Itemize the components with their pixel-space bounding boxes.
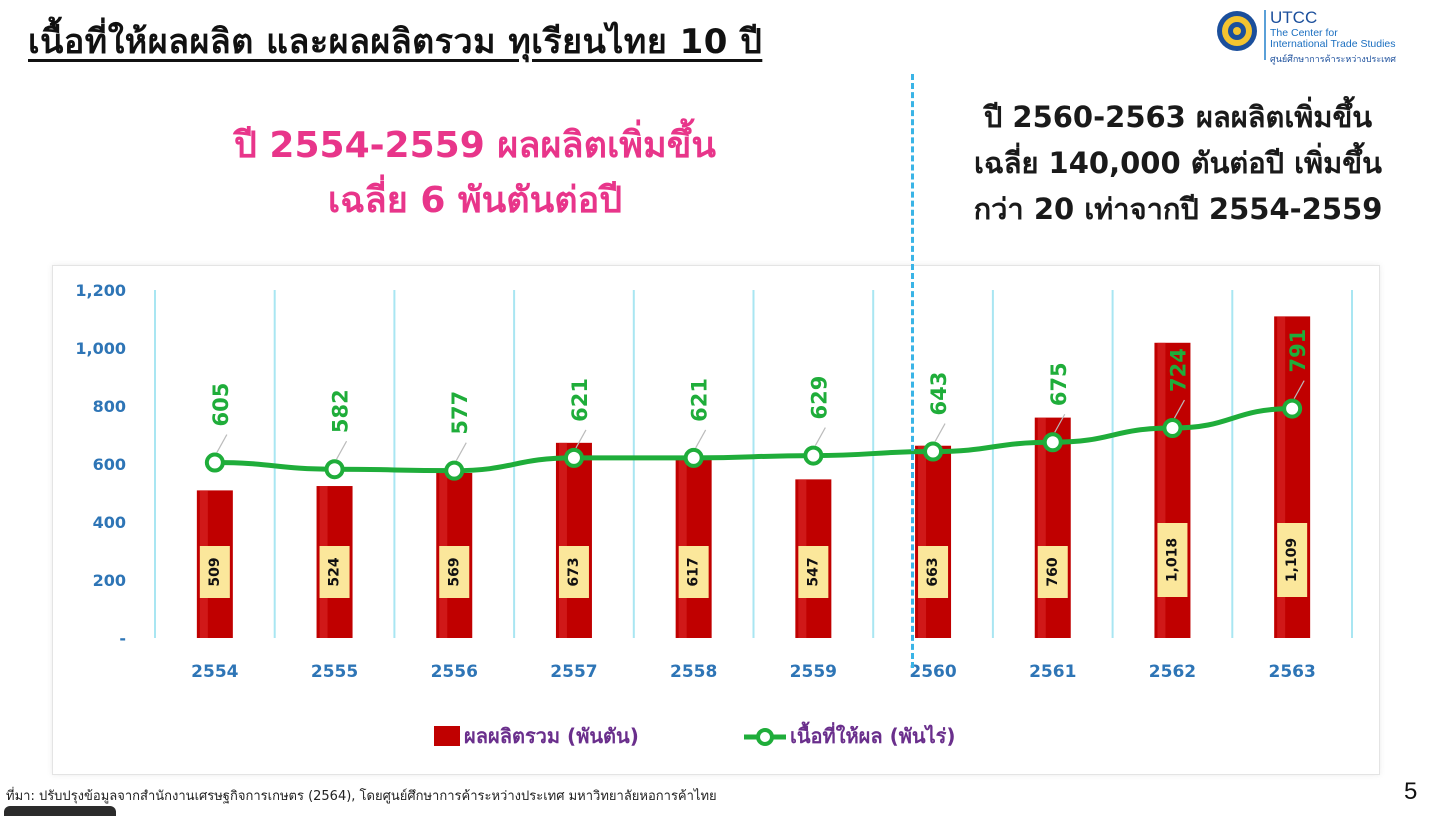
- bar-label-box: [1277, 523, 1308, 597]
- bar-value-label: 617: [686, 557, 702, 586]
- y-tick-label: 1,200: [75, 281, 126, 300]
- period-divider: [911, 74, 914, 668]
- bar-highlight: [1157, 342, 1166, 638]
- leader-line: [1054, 413, 1066, 433]
- annotation-right-line: เฉลี่ย 140,000 ตันต่อปี เพิ่มขึ้น: [974, 146, 1382, 180]
- y-tick-label: 400: [93, 513, 126, 532]
- x-tick-label: 2557: [550, 662, 597, 682]
- annotation-left-line: เฉลี่ย 6 พันตันต่อปี: [327, 180, 623, 221]
- legend-bar-label: ผลผลิตรวม (พันตัน): [464, 724, 639, 748]
- legend-line-marker: [756, 728, 774, 746]
- line-value-label: 675: [1047, 362, 1071, 406]
- x-tick-label: 2558: [670, 662, 717, 682]
- bar-value-label: 569: [446, 557, 462, 586]
- line-value-label: 791: [1286, 329, 1310, 373]
- line-point: [563, 447, 584, 468]
- bar-value-label: 663: [925, 557, 941, 586]
- bar-label-box: [319, 546, 350, 598]
- bar-label-box: [1157, 523, 1188, 597]
- logo-subtitle-line1: The Center for: [1270, 27, 1338, 39]
- line-value-label: 621: [568, 378, 592, 422]
- bar-highlight: [1037, 417, 1046, 638]
- x-tick-label: 2555: [311, 662, 358, 682]
- x-tick-label: 2561: [1029, 662, 1076, 682]
- line-point: [923, 441, 944, 462]
- line-value-label: 629: [807, 376, 831, 420]
- y-tick-label: 800: [93, 397, 126, 416]
- leader-line: [814, 427, 826, 446]
- leader-line: [1173, 399, 1185, 419]
- leader-line: [695, 429, 707, 449]
- y-tick-label: -: [119, 629, 126, 648]
- bar-label-box: [918, 546, 949, 598]
- annotation-right-line: ปี 2560-2563 ผลผลิตเพิ่มขึ้น: [983, 100, 1373, 134]
- bar-value-label: 760: [1045, 557, 1061, 586]
- bar-label-box: [439, 546, 470, 598]
- y-tick-label: 600: [93, 455, 126, 474]
- bar-value-label: 547: [805, 557, 821, 586]
- x-tick-label: 2562: [1149, 662, 1196, 682]
- series-line: [214, 406, 1293, 474]
- source-note: ที่มา: ปรับปรุงข้อมูลจากสำนักงานเศรษฐกิจ…: [6, 789, 717, 804]
- legend-bar-swatch: [434, 726, 460, 746]
- line-value-label: 582: [329, 389, 353, 433]
- x-tick-label: 2559: [790, 662, 837, 682]
- page-title: เนื้อที่ให้ผลผลิต และผลผลิตรวม ทุเรียนไท…: [28, 22, 763, 62]
- line-point: [1282, 398, 1303, 419]
- leader-line: [1293, 380, 1305, 399]
- bar-value-label: 673: [566, 557, 582, 586]
- legend-line-label: เนื้อที่ให้ผล (พันไร่): [790, 721, 956, 748]
- x-tick-label: 2556: [431, 662, 478, 682]
- line-point: [683, 447, 704, 468]
- leader-line: [336, 440, 348, 460]
- line-point: [803, 445, 824, 466]
- y-tick-label: 1,000: [75, 339, 126, 358]
- logo-subtitle: The Center for International Trade Studi…: [1270, 28, 1396, 50]
- annotation-right-line: กว่า 20 เท่าจากปี 2554-2559: [973, 192, 1383, 226]
- bar-highlight: [918, 445, 927, 638]
- bar-highlight: [558, 442, 567, 638]
- line-value-label: 605: [209, 383, 233, 427]
- bar-label-box: [1037, 546, 1068, 598]
- bar-label-box: [798, 546, 829, 598]
- x-tick-label: 2560: [909, 662, 956, 682]
- logo-subtitle-line2: International Trade Studies: [1270, 38, 1396, 50]
- annotation-left-line: ปี 2554-2559 ผลผลิตเพิ่มขึ้น: [234, 125, 716, 166]
- bar-label-box: [199, 546, 230, 598]
- line-value-label: 643: [927, 372, 951, 416]
- logo-divider: [1264, 10, 1266, 60]
- line-point: [204, 452, 225, 473]
- annotation-left: ปี 2554-2559 ผลผลิตเพิ่มขึ้น เฉลี่ย 6 พั…: [150, 118, 800, 228]
- line-value-label: 724: [1166, 348, 1190, 392]
- leader-line: [575, 429, 587, 449]
- bar-value-label: 524: [327, 557, 343, 586]
- logo-thai: ศูนย์ศึกษาการค้าระหว่างประเทศ: [1270, 55, 1396, 65]
- line-point: [1162, 418, 1183, 439]
- line-point: [1042, 432, 1063, 453]
- line-point: [324, 459, 345, 480]
- annotation-right: ปี 2560-2563 ผลผลิตเพิ่มขึ้น เฉลี่ย 140,…: [928, 94, 1428, 232]
- line-value-label: 577: [448, 391, 472, 435]
- line-value-label: 621: [688, 378, 712, 422]
- line-point: [444, 460, 465, 481]
- bar-value-label: 1,018: [1164, 538, 1180, 582]
- x-tick-label: 2554: [191, 662, 238, 682]
- leader-line: [934, 423, 946, 442]
- bar-label-box: [678, 546, 709, 598]
- leader-line: [216, 434, 228, 453]
- seal-icon: [1217, 11, 1257, 51]
- leader-line: [455, 442, 467, 461]
- utcc-logo: UTCC The Center for International Trade …: [1216, 6, 1446, 66]
- corner-tab: [4, 806, 116, 816]
- x-tick-label: 2563: [1268, 662, 1315, 682]
- logo-name: UTCC: [1270, 8, 1318, 27]
- bar-highlight: [1277, 316, 1286, 638]
- page-number: 5: [1404, 778, 1418, 805]
- bar-label-box: [558, 546, 589, 598]
- bar-value-label: 509: [207, 557, 223, 586]
- y-tick-label: 200: [93, 571, 126, 590]
- bar-value-label: 1,109: [1284, 538, 1300, 582]
